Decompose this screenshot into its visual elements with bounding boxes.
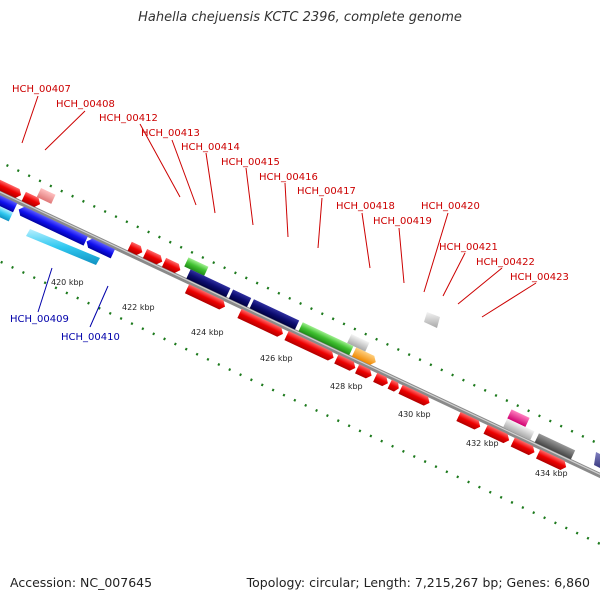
genome-stats: Topology: circular; Length: 7,215,267 bp… — [246, 575, 590, 590]
feature-hch-00410 — [86, 238, 115, 259]
gene-label: HCH_00410 — [61, 332, 120, 343]
gene-label: HCH_00421 — [439, 242, 498, 253]
feature-hch-00422 — [456, 411, 481, 430]
lower-tick-row — [0, 235, 600, 549]
gene-label: HCH_00414 — [181, 142, 240, 153]
ruler-label: 420 kbp — [51, 278, 84, 287]
ruler-label: 424 kbp — [191, 328, 224, 337]
ruler-label: 434 kbp — [535, 469, 568, 478]
map-title: Hahella chejuensis KCTC 2396, complete g… — [138, 10, 462, 25]
feature-hch-00413 — [161, 257, 181, 273]
ruler-label: 428 kbp — [330, 382, 363, 391]
upper-tick-row — [0, 153, 600, 467]
feature-hch-00419 — [351, 347, 376, 365]
lower-leader-lines — [37, 267, 109, 328]
gene-label: HCH_00409 — [10, 314, 69, 325]
features-extra — [26, 229, 600, 468]
feature-hch-00417 — [249, 299, 300, 330]
backbone — [0, 177, 600, 498]
ruler-label: 432 kbp — [466, 439, 499, 448]
feature-hch-00423 — [507, 409, 530, 427]
feature-hch-00414 — [184, 257, 209, 276]
gene-label: HCH_00420 — [421, 201, 480, 212]
feature-hch-00418 — [347, 334, 370, 352]
gene-label: HCH_00413 — [141, 128, 200, 139]
upper-labels: HCH_00407 HCH_00408 HCH_00412 HCH_00413 … — [12, 84, 569, 283]
gene-label: HCH_00407 — [12, 84, 71, 95]
gene-label: HCH_00412 — [99, 113, 158, 124]
ruler-label: 422 kbp — [122, 303, 155, 312]
feature-hch-00412 — [127, 241, 143, 256]
gene-label: HCH_00416 — [259, 172, 318, 183]
ruler-label: 430 kbp — [398, 410, 431, 419]
gene-label: HCH_00419 — [373, 216, 432, 227]
gene-label: HCH_00417 — [297, 186, 356, 197]
feature-hch-00416 — [228, 289, 252, 308]
ruler-labels: 420 kbp 422 kbp 424 kbp 426 kbp 428 kbp … — [51, 278, 568, 478]
upper-leader-lines — [21, 95, 537, 318]
gene-label: HCH_00418 — [336, 201, 395, 212]
gene-label: HCH_00423 — [510, 272, 569, 283]
lower-labels: HCH_00409 HCH_00410 — [10, 314, 120, 343]
features — [0, 171, 576, 470]
feature-hch-00415 — [186, 269, 231, 298]
accession-text: Accession: NC_007645 — [10, 575, 153, 590]
feature-hch-00407 — [0, 173, 22, 199]
ruler-label: 426 kbp — [260, 354, 293, 363]
feature-hch-00408 — [36, 187, 56, 204]
gene-label: HCH_00408 — [56, 99, 115, 110]
gene-label: HCH_00415 — [221, 157, 280, 168]
feature-hch-00420 — [387, 379, 399, 392]
feature-hch-00421 — [398, 384, 430, 406]
gene-label: HCH_00422 — [476, 257, 535, 268]
